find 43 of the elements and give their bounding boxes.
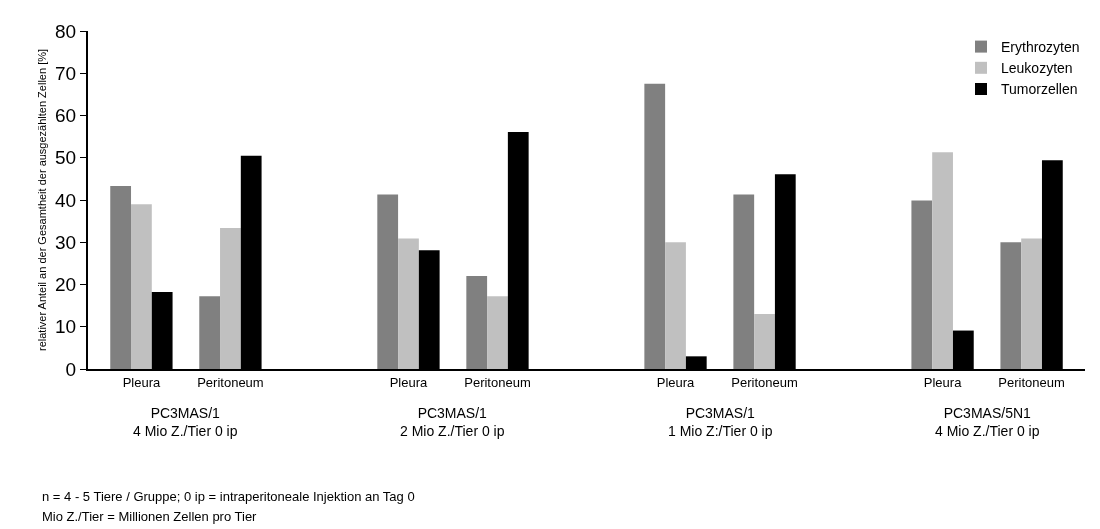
text: PC3MAS/1 2 Mio Z./Tier 0 ip xyxy=(400,405,505,440)
text: PC3MAS/1 4 Mio Z./Tier 0 ip xyxy=(133,405,238,440)
bar xyxy=(1021,238,1042,369)
bar xyxy=(377,194,399,369)
legend-label: Leukozyten xyxy=(1001,60,1073,77)
x-tick-label: Pleura xyxy=(389,374,429,390)
x-tick-label: Pleura xyxy=(122,374,161,390)
bar xyxy=(220,227,241,369)
text: PC3MAS/1 1 Mio Z:/Tier 0 ip xyxy=(668,405,773,440)
bar xyxy=(911,200,933,369)
y-tick-label: 0 xyxy=(65,358,77,380)
y-tick-label: 80 xyxy=(55,20,77,42)
legend-label: Erythrozyten xyxy=(1001,39,1080,56)
y-tick-label: 30 xyxy=(55,231,77,253)
x-tick-label: Pleura xyxy=(923,374,963,390)
bar xyxy=(665,242,686,369)
bar xyxy=(398,238,419,369)
y-tick-label: 50 xyxy=(55,147,77,169)
text: Mio Z./Tier = Millionen Zellen pro Tier xyxy=(42,509,258,524)
y-tick-label: 10 xyxy=(55,316,77,338)
text: PC3MAS/5N1 4 Mio Z./Tier 0 ip xyxy=(935,405,1040,440)
x-tick-label: Peritoneum xyxy=(197,374,264,390)
bar xyxy=(644,83,666,369)
legend-label: Tumorzellen xyxy=(1001,81,1078,98)
bar xyxy=(1000,242,1022,369)
bar xyxy=(131,204,152,369)
bar xyxy=(199,296,221,369)
y-axis-title: relativer Anteil an der Gesamtheit der ausgezählten Zellen [%] xyxy=(36,48,49,352)
y-tick-label: 60 xyxy=(55,105,77,127)
y-tick-label: 70 xyxy=(55,62,77,84)
bar xyxy=(754,314,775,369)
x-tick-label: Peritoneum xyxy=(998,374,1065,390)
bar xyxy=(932,152,953,369)
text: n = 4 - 5 Tiere / Gruppe; 0 ip = intraperitoneale Injektion an Tag 0 xyxy=(42,489,415,504)
bar xyxy=(733,194,755,369)
y-tick-label: 20 xyxy=(55,274,77,296)
bar xyxy=(466,276,488,369)
x-tick-label: Pleura xyxy=(656,374,696,390)
bar xyxy=(487,296,508,369)
x-tick-label: Peritoneum xyxy=(464,374,531,390)
x-tick-label: Peritoneum xyxy=(731,374,798,390)
bar xyxy=(110,186,132,369)
y-tick-label: 40 xyxy=(55,189,77,211)
